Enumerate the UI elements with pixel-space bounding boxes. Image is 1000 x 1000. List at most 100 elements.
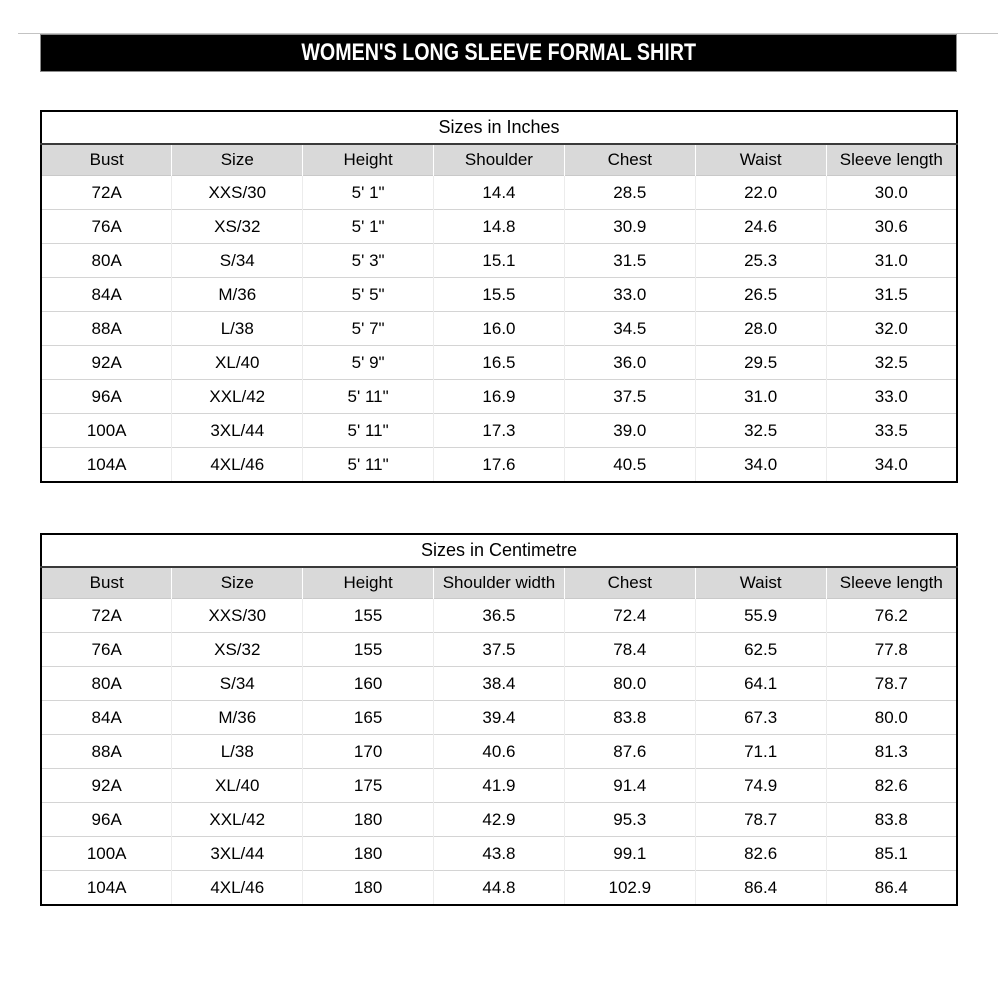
table-title-row: Sizes in Centimetre xyxy=(41,534,957,568)
column-header-height: Height xyxy=(302,144,434,176)
table-cell: 86.4 xyxy=(694,870,827,905)
size-table-inches: Sizes in Inches Bust Size Height Shoulder Ch… xyxy=(40,110,958,483)
table-cell: 5' 11" xyxy=(302,413,434,448)
table-cell: 22.0 xyxy=(694,175,827,210)
table-cell: 102.9 xyxy=(563,870,696,905)
table-cell: 82.6 xyxy=(825,768,957,803)
table-cell: 28.0 xyxy=(694,311,827,346)
table-cell: 175 xyxy=(302,768,434,803)
table-cell: 180 xyxy=(302,802,434,837)
table-cell: 15.1 xyxy=(433,243,565,278)
table-cell: 42.9 xyxy=(433,802,565,837)
table-cell: L/38 xyxy=(171,734,303,769)
table-cell: M/36 xyxy=(171,700,303,735)
table-cell: 76A xyxy=(41,209,172,244)
column-header-size: Size xyxy=(171,567,303,599)
table-cell: 41.9 xyxy=(433,768,565,803)
table-cell: XXL/42 xyxy=(171,802,303,837)
table-cell: 81.3 xyxy=(825,734,957,769)
table-cell: 77.8 xyxy=(825,632,957,667)
table-cell: 40.5 xyxy=(563,447,696,482)
table-title: Sizes in Inches xyxy=(41,111,957,145)
table-row: 96A XXL/42 5' 11" 16.9 37.5 31.0 33.0 xyxy=(41,379,957,414)
table-cell: 160 xyxy=(302,666,434,701)
table-cell: 17.6 xyxy=(433,447,565,482)
table-cell: 84A xyxy=(41,700,172,735)
table-row: 80A S/34 160 38.4 80.0 64.1 78.7 xyxy=(41,666,957,701)
table-cell: 36.5 xyxy=(433,598,565,633)
table-cell: 86.4 xyxy=(825,870,957,905)
table-cell: 5' 1" xyxy=(302,209,434,244)
table-cell: 99.1 xyxy=(563,836,696,871)
table-title: Sizes in Centimetre xyxy=(41,534,957,568)
table-row: 72A XXS/30 155 36.5 72.4 55.9 76.2 xyxy=(41,598,957,633)
table-row: 100A 3XL/44 180 43.8 99.1 82.6 85.1 xyxy=(41,836,957,871)
table-cell: 55.9 xyxy=(694,598,827,633)
table-row: 104A 4XL/46 180 44.8 102.9 86.4 86.4 xyxy=(41,870,957,905)
table-header-row: Bust Size Height Shoulder width Chest Waist Sl… xyxy=(41,567,957,599)
table-cell: 5' 5" xyxy=(302,277,434,312)
table-cell: 39.4 xyxy=(433,700,565,735)
table-cell: 5' 11" xyxy=(302,447,434,482)
table-cell: 33.0 xyxy=(825,379,957,414)
table-cell: 33.0 xyxy=(563,277,696,312)
table-row: 96A XXL/42 180 42.9 95.3 78.7 83.8 xyxy=(41,802,957,837)
table-cell: 96A xyxy=(41,379,172,414)
table-cell: 100A xyxy=(41,836,172,871)
table-cell: 88A xyxy=(41,734,172,769)
table-row: 76A XS/32 155 37.5 78.4 62.5 77.8 xyxy=(41,632,957,667)
table-cell: 16.5 xyxy=(433,345,565,380)
table-cell: 30.6 xyxy=(825,209,957,244)
table-cell: S/34 xyxy=(171,243,303,278)
table-cell: 83.8 xyxy=(825,802,957,837)
table-cell: 5' 7" xyxy=(302,311,434,346)
table-cell: 31.0 xyxy=(825,243,957,278)
table-cell: 17.3 xyxy=(433,413,565,448)
table-row: 92A XL/40 175 41.9 91.4 74.9 82.6 xyxy=(41,768,957,803)
table-cell: XXL/42 xyxy=(171,379,303,414)
table-cell: 80A xyxy=(41,666,172,701)
table-cell: M/36 xyxy=(171,277,303,312)
column-header-sleeve-length: Sleeve length xyxy=(825,567,957,599)
table-cell: 76A xyxy=(41,632,172,667)
table-cell: XS/32 xyxy=(171,632,303,667)
table-cell: 92A xyxy=(41,345,172,380)
table-cell: 84A xyxy=(41,277,172,312)
table-cell: 32.0 xyxy=(825,311,957,346)
table-cell: XL/40 xyxy=(171,345,303,380)
table-cell: 34.5 xyxy=(563,311,696,346)
table-cell: 72.4 xyxy=(563,598,696,633)
column-header-sleeve-length: Sleeve length xyxy=(825,144,957,176)
table-cell: 40.6 xyxy=(433,734,565,769)
table-cell: 31.0 xyxy=(694,379,827,414)
table-cell: 31.5 xyxy=(563,243,696,278)
table-cell: 34.0 xyxy=(825,447,957,482)
table-header-row: Bust Size Height Shoulder Chest Waist Sleeve l… xyxy=(41,144,957,176)
product-title-banner: WOMEN'S LONG SLEEVE FORMAL SHIRT xyxy=(40,34,957,72)
table-cell: 92A xyxy=(41,768,172,803)
table-cell: 28.5 xyxy=(563,175,696,210)
table-row: 84A M/36 165 39.4 83.8 67.3 80.0 xyxy=(41,700,957,735)
table-cell: 104A xyxy=(41,447,172,482)
table-cell: 91.4 xyxy=(563,768,696,803)
column-header-waist: Waist xyxy=(694,567,827,599)
table-cell: 72A xyxy=(41,598,172,633)
table-cell: 76.2 xyxy=(825,598,957,633)
table-cell: 37.5 xyxy=(563,379,696,414)
column-header-bust: Bust xyxy=(41,144,172,176)
table-cell: XXS/30 xyxy=(171,598,303,633)
table-cell: 100A xyxy=(41,413,172,448)
table-row: 72A XXS/30 5' 1" 14.4 28.5 22.0 30.0 xyxy=(41,175,957,210)
table-cell: 3XL/44 xyxy=(171,836,303,871)
table-cell: 71.1 xyxy=(694,734,827,769)
table-cell: 78.4 xyxy=(563,632,696,667)
table-cell: 32.5 xyxy=(825,345,957,380)
table-cell: 30.9 xyxy=(563,209,696,244)
table-cell: 30.0 xyxy=(825,175,957,210)
table-cell: XXS/30 xyxy=(171,175,303,210)
table-body: 72A XXS/30 5' 1" 14.4 28.5 22.0 30.0 76A XS/32 5'… xyxy=(41,175,957,482)
table-cell: 72A xyxy=(41,175,172,210)
table-cell: 78.7 xyxy=(694,802,827,837)
column-header-shoulder-width: Shoulder width xyxy=(433,567,565,599)
table-cell: 74.9 xyxy=(694,768,827,803)
